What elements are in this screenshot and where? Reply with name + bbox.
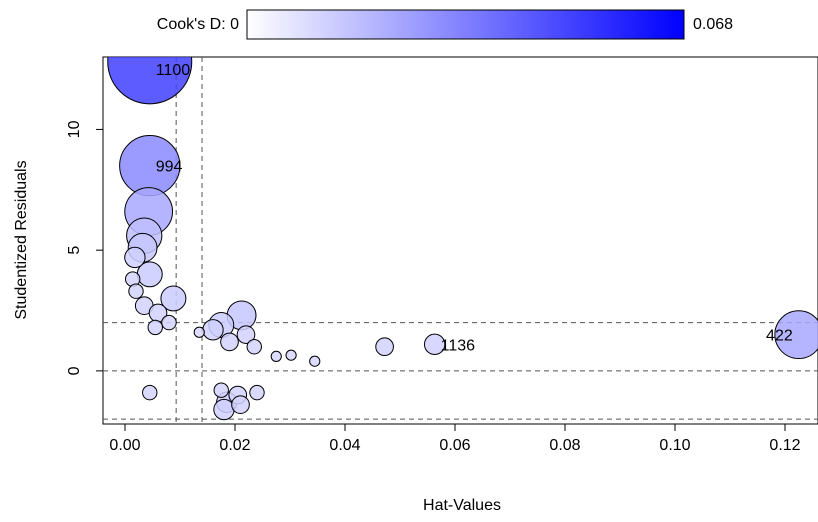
x-axis-title: Hat-Values — [423, 497, 501, 514]
data-point — [249, 384, 265, 401]
data-point — [161, 314, 177, 331]
data-point — [213, 398, 235, 421]
data-point — [193, 326, 205, 338]
reference-lines — [103, 57, 818, 424]
data-point — [231, 395, 250, 415]
data-point — [160, 285, 187, 312]
legend-high-label: 0.068 — [693, 16, 733, 33]
x-tick-label: 0.10 — [659, 437, 690, 454]
x-tick-label: 0.06 — [439, 437, 470, 454]
point-label: 1100 — [156, 62, 191, 79]
labeled-data-point — [423, 333, 446, 356]
labeled-data-point — [774, 310, 818, 360]
data-point — [124, 246, 146, 269]
x-tick-label: 0.08 — [549, 437, 580, 454]
data-points — [107, 57, 818, 421]
y-tick-label: 0 — [66, 366, 83, 375]
data-point — [375, 337, 394, 357]
labeled-data-point — [107, 57, 193, 105]
data-point — [285, 349, 297, 361]
y-axis-title: Studentized Residuals — [13, 160, 30, 319]
point-labels: 1100 994 1136 422 — [156, 62, 793, 354]
x-tick-label: 0.00 — [109, 437, 140, 454]
data-point — [309, 355, 321, 367]
data-point — [246, 339, 262, 355]
point-label: 994 — [156, 159, 183, 176]
data-point — [220, 332, 239, 352]
data-point — [142, 384, 158, 401]
point-label: 422 — [766, 328, 793, 345]
y-tick-label: 10 — [66, 120, 83, 138]
x-tick-label: 0.04 — [329, 437, 360, 454]
axes: 0.00 0.02 0.04 0.06 0.08 0.10 0.12 0 5 10 — [66, 120, 801, 454]
plot-frame — [102, 56, 818, 425]
data-point — [270, 350, 282, 362]
x-tick-label: 0.02 — [219, 437, 250, 454]
data-point — [147, 319, 163, 336]
y-tick-label: 5 — [66, 246, 83, 255]
data-point — [128, 283, 144, 299]
cooks-d-color-bar — [246, 9, 685, 40]
legend-low-label: Cook's D: 0 — [157, 16, 239, 33]
x-tick-label: 0.12 — [769, 437, 800, 454]
data-point — [236, 325, 256, 344]
data-point — [202, 319, 224, 341]
point-label: 1136 — [441, 337, 476, 354]
data-point — [213, 382, 229, 398]
